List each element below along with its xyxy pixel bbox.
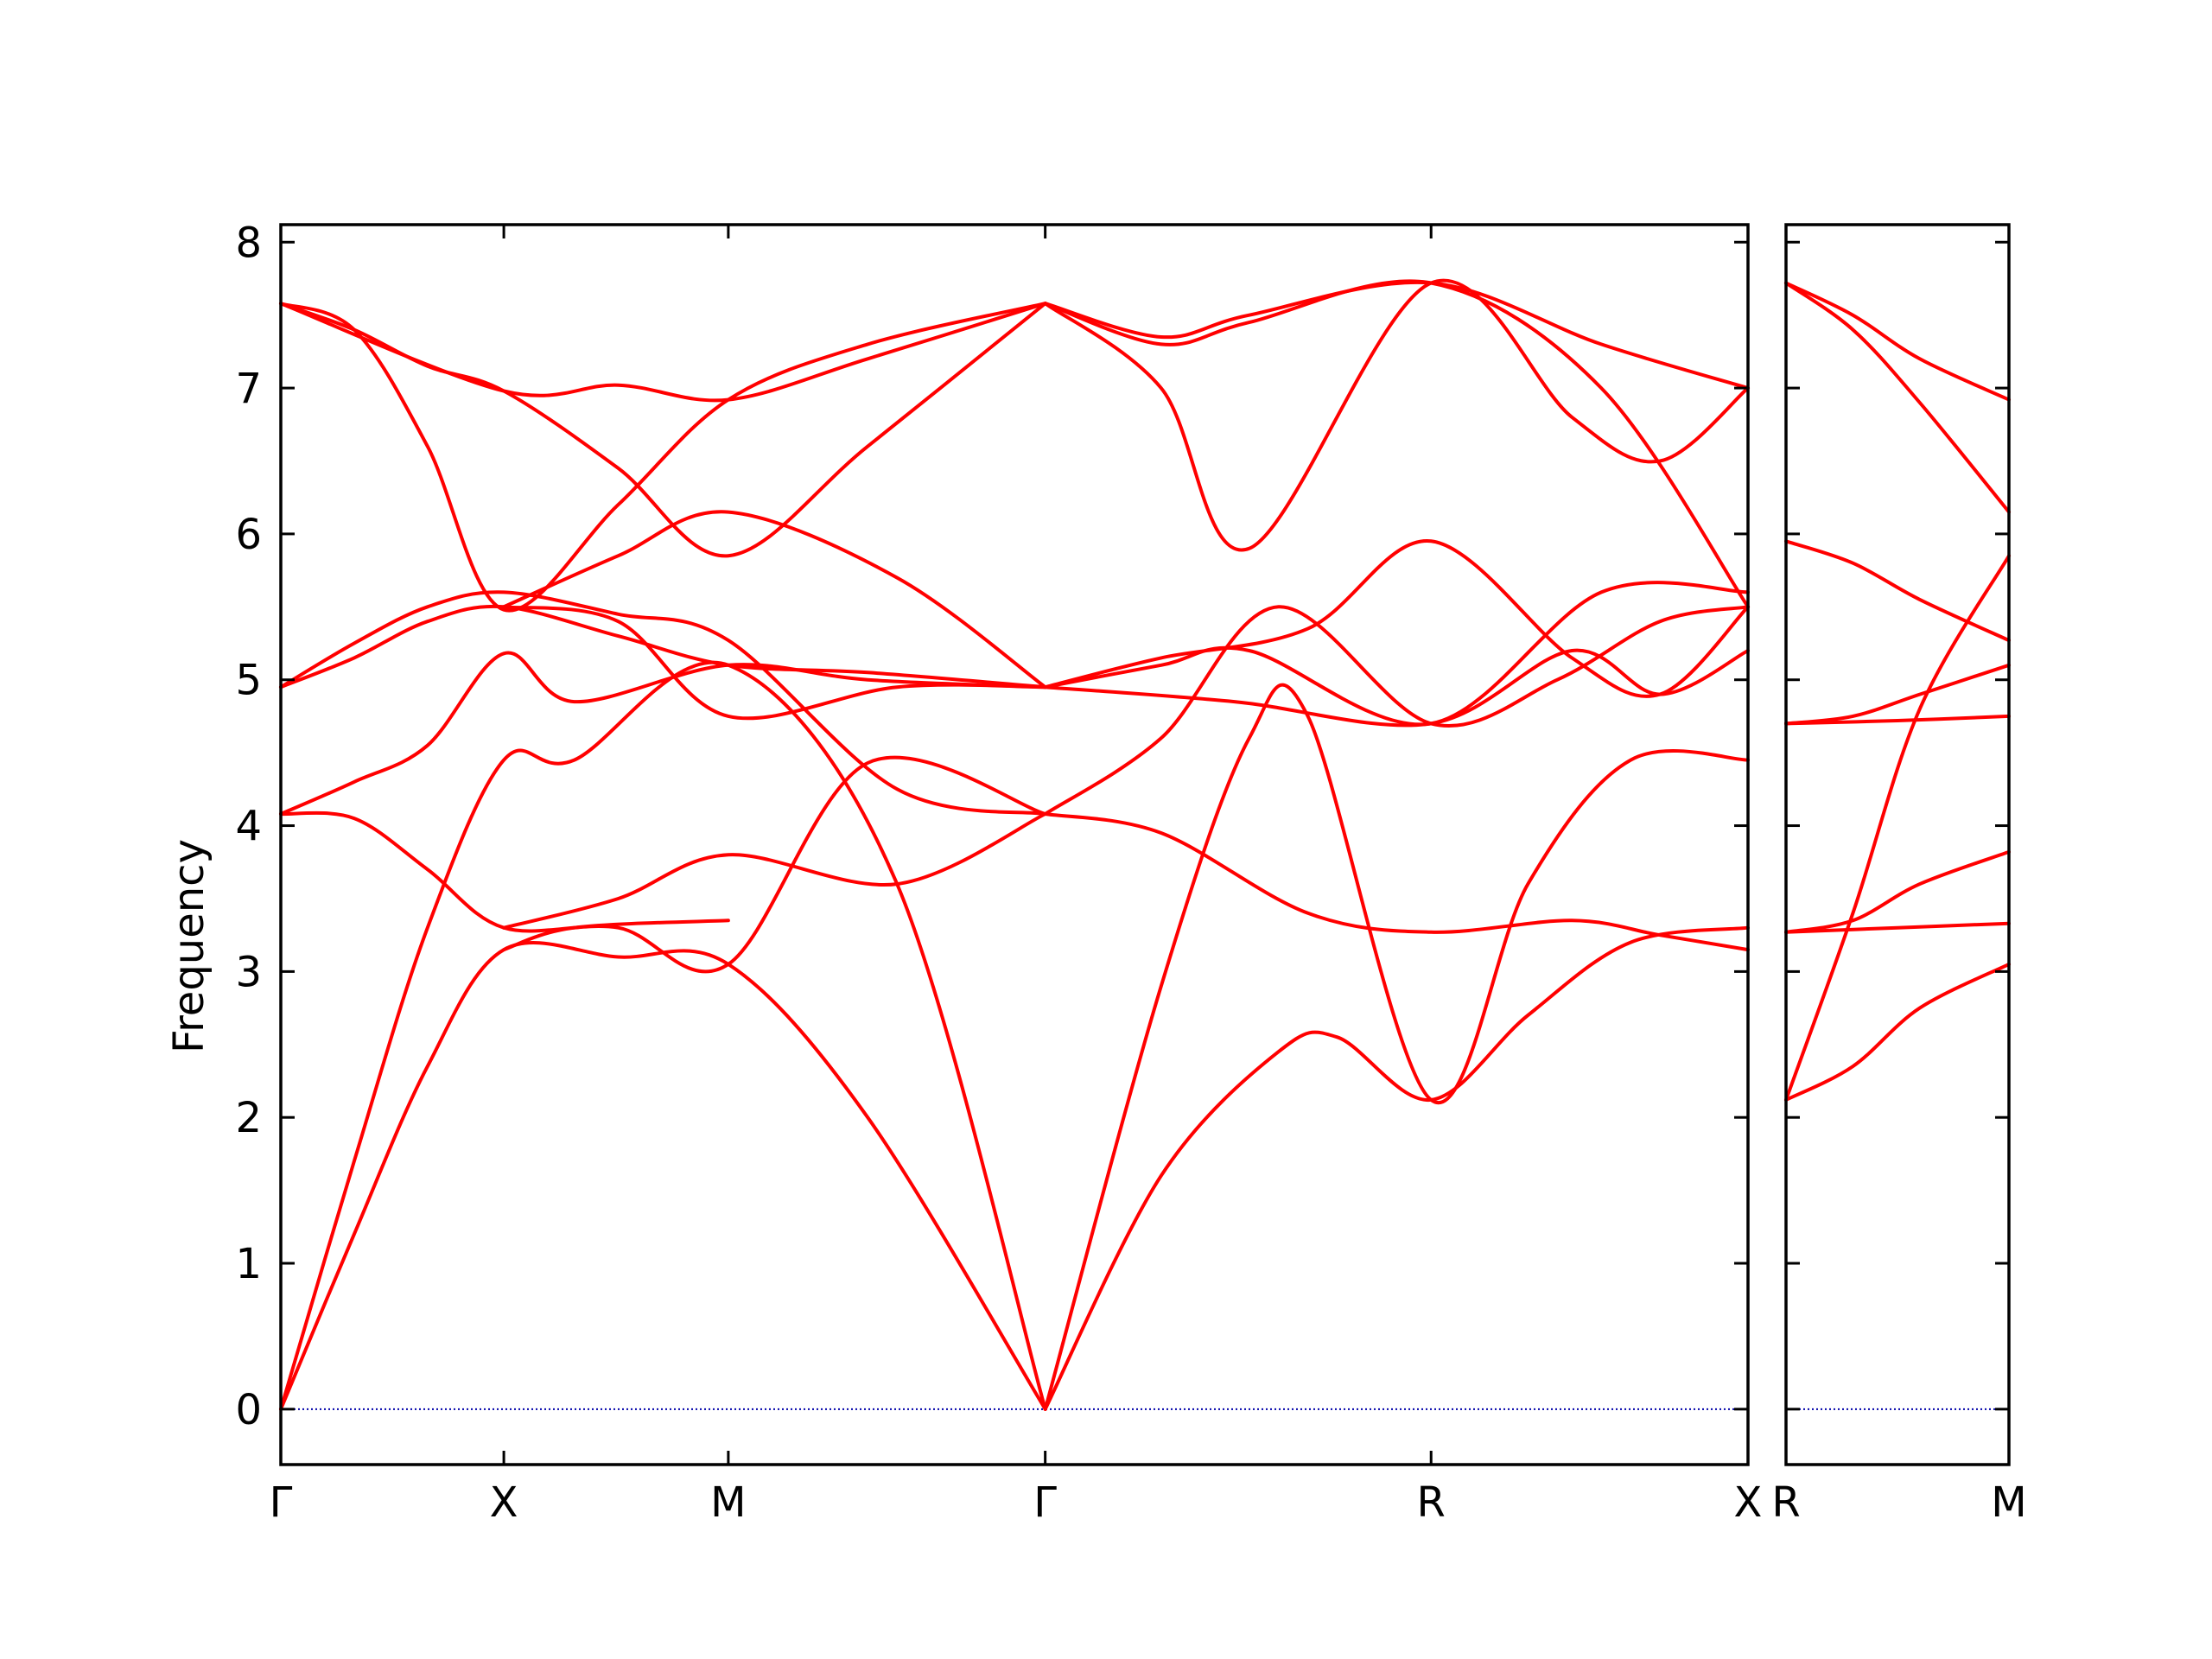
band-line: [279, 651, 1047, 816]
x-tick-label: Γ: [1033, 1478, 1057, 1527]
x-tick-label: M: [710, 1478, 746, 1527]
band-line: [279, 302, 1047, 613]
band-line: [1784, 962, 2011, 1102]
y-tick-label: 6: [235, 511, 262, 559]
plot-frame: [279, 223, 1750, 1466]
band-line: [279, 604, 1047, 690]
band-line: [1043, 925, 1750, 1411]
band-line: [279, 755, 1047, 974]
y-tick-label: 7: [235, 365, 262, 413]
x-tick-label: X: [1734, 1478, 1763, 1527]
x-tick-label: Γ: [270, 1478, 293, 1527]
band-line: [1784, 663, 2011, 726]
band-line: [1043, 581, 1750, 727]
y-tick-label: 1: [235, 1240, 262, 1288]
panel-main: 0 1 2 3 4 5 6 7 8 Γ X M Γ R X: [235, 219, 1762, 1527]
band-line: [1784, 281, 2011, 514]
y-tick-label: 3: [235, 948, 262, 996]
band-line: [279, 302, 1047, 403]
band-line: [1043, 280, 1750, 391]
band-line: [1043, 539, 1750, 698]
y-tick-label: 2: [235, 1094, 262, 1142]
y-tick-label: 5: [235, 657, 262, 705]
x-tick-label: R: [1417, 1478, 1446, 1527]
band-line: [1784, 539, 2011, 643]
band-line: [502, 812, 1047, 930]
band-line: [279, 941, 1047, 1411]
band-line: [1043, 812, 1750, 952]
band-line: [279, 302, 1047, 558]
band-line: [279, 660, 1047, 1411]
y-tick-label: 0: [235, 1386, 262, 1434]
band-line: [502, 918, 730, 952]
y-tick-label: 4: [235, 803, 262, 851]
band-line: [1043, 278, 1750, 552]
band-line: [1784, 849, 2011, 934]
band-line: [1784, 281, 2011, 402]
x-tick-label: M: [1991, 1478, 2026, 1527]
band-line: [279, 590, 1047, 816]
band-line: [502, 605, 1047, 721]
band-line: [1043, 605, 1750, 816]
band-line: [502, 510, 1047, 690]
y-axis-label: Frequency: [165, 839, 213, 1053]
x-tick-label: R: [1771, 1478, 1800, 1527]
x-tick-label: X: [490, 1478, 518, 1527]
band-line: [1784, 554, 2011, 1102]
plot-frame: [1784, 223, 2011, 1466]
band-line: [1043, 683, 1750, 1411]
y-tick-label: 8: [235, 219, 262, 267]
band-line: [1784, 921, 2011, 934]
